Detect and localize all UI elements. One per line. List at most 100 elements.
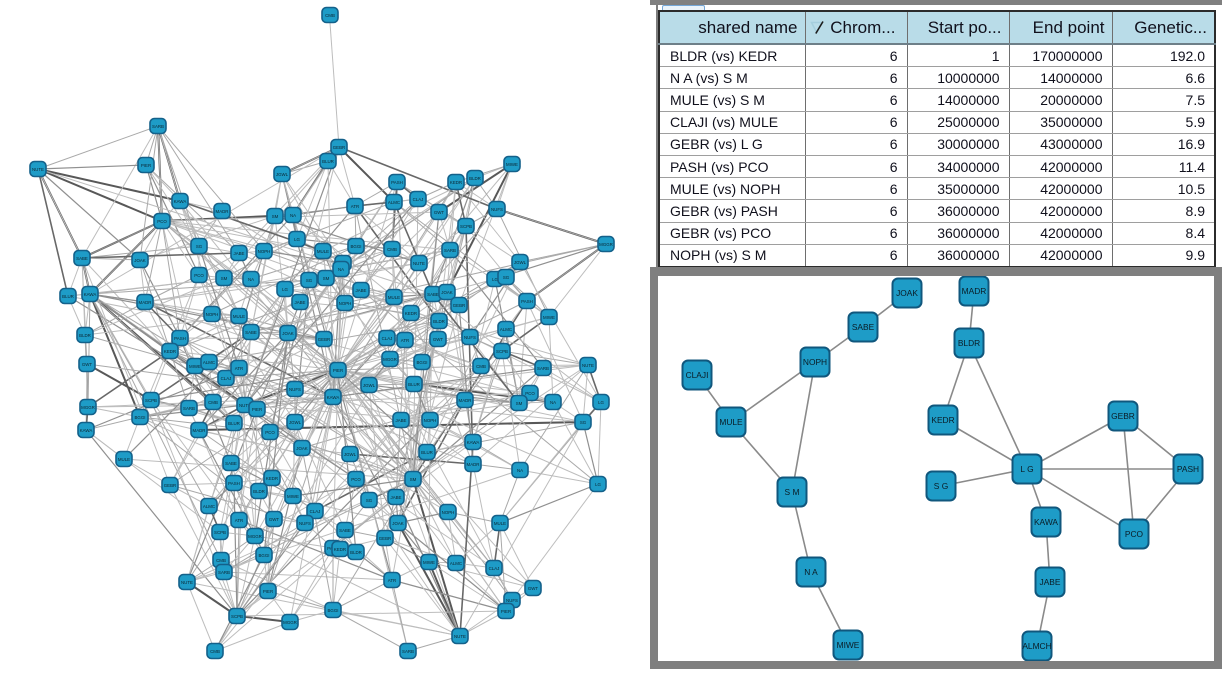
svg-text:GEBR: GEBR	[453, 303, 465, 308]
svg-text:SCPB: SCPB	[145, 398, 157, 403]
svg-text:NUFS: NUFS	[289, 387, 301, 392]
svg-text:ATR: ATR	[401, 338, 409, 343]
svg-text:GWT: GWT	[269, 517, 280, 522]
svg-text:SCPB: SCPB	[460, 224, 472, 229]
svg-text:ALMC: ALMC	[500, 327, 512, 332]
svg-text:JABE: JABE	[295, 300, 306, 305]
svg-text:BGGI: BGGI	[259, 553, 270, 558]
svg-text:JABE: JABE	[391, 495, 402, 500]
svg-text:JOAK: JOAK	[392, 521, 404, 526]
svg-text:JGWL: JGWL	[289, 420, 302, 425]
svg-text:NA: NA	[248, 277, 254, 282]
svg-text:MIWE: MIWE	[423, 560, 435, 565]
svg-text:NUTE: NUTE	[582, 363, 594, 368]
svg-text:KAWA: KAWA	[84, 292, 97, 297]
svg-text:GWT: GWT	[528, 586, 539, 591]
svg-text:CLAJ: CLAJ	[413, 197, 424, 202]
svg-text:KEDR: KEDR	[164, 349, 176, 354]
svg-text:SABE: SABE	[225, 461, 237, 466]
svg-text:ATR: ATR	[235, 366, 243, 371]
svg-text:MULE: MULE	[233, 314, 245, 319]
svg-text:MIWE: MIWE	[287, 494, 299, 499]
svg-text:NUFS: NUFS	[299, 521, 311, 526]
svg-text:CMB: CMB	[476, 364, 486, 369]
svg-text:ALMC: ALMC	[203, 504, 215, 509]
svg-text:MADR: MADR	[216, 209, 229, 214]
svg-text:SG: SG	[306, 278, 313, 283]
svg-text:N A: N A	[804, 567, 818, 577]
svg-text:BGGI: BGGI	[328, 608, 339, 613]
svg-text:PIER: PIER	[252, 407, 262, 412]
svg-text:SARB: SARB	[402, 649, 414, 654]
svg-text:NUTE: NUTE	[413, 261, 425, 266]
svg-text:KEDR: KEDR	[334, 547, 346, 552]
svg-text:PCO: PCO	[265, 430, 275, 435]
svg-text:NOPH: NOPH	[803, 357, 827, 367]
svg-text:MADR: MADR	[467, 462, 480, 467]
svg-text:MIWE: MIWE	[506, 162, 518, 167]
svg-text:BLDR: BLDR	[350, 550, 362, 555]
svg-text:BLDR: BLDR	[253, 489, 265, 494]
svg-text:S M: S M	[785, 487, 800, 497]
svg-text:MADR: MADR	[139, 300, 152, 305]
svg-text:ATR: ATR	[388, 578, 396, 583]
svg-text:MULE: MULE	[118, 457, 130, 462]
svg-text:SG: SG	[503, 275, 510, 280]
svg-text:CMB: CMB	[216, 558, 226, 563]
svg-text:PASH: PASH	[174, 336, 186, 341]
svg-text:JOAK: JOAK	[134, 258, 146, 263]
svg-text:SARB: SARB	[218, 570, 230, 575]
svg-text:JOAK: JOAK	[296, 446, 308, 451]
svg-text:JABE: JABE	[1040, 577, 1061, 587]
svg-text:NA: NA	[338, 267, 344, 272]
svg-text:PASH: PASH	[521, 299, 533, 304]
svg-text:BLUR: BLUR	[421, 450, 433, 455]
svg-text:MIWE: MIWE	[837, 640, 860, 650]
svg-text:JABE: JABE	[396, 418, 407, 423]
svg-text:SM: SM	[516, 401, 523, 406]
svg-text:SCPB: SCPB	[231, 614, 243, 619]
svg-text:SM: SM	[221, 276, 228, 281]
svg-text:NUFS: NUFS	[506, 598, 518, 603]
svg-text:SABE: SABE	[76, 256, 88, 261]
svg-text:SG: SG	[196, 244, 203, 249]
svg-text:MULE: MULE	[719, 417, 743, 427]
svg-text:BLUR: BLUR	[322, 159, 334, 164]
svg-text:MGGR: MGGR	[248, 534, 262, 539]
svg-text:BGGI: BGGI	[135, 415, 146, 420]
svg-text:PCO: PCO	[1125, 529, 1144, 539]
svg-text:CLAJI: CLAJI	[686, 370, 709, 380]
svg-text:NOPH: NOPH	[424, 418, 437, 423]
svg-text:PCO: PCO	[525, 391, 535, 396]
svg-text:MGGR: MGGR	[599, 242, 613, 247]
svg-text:ALMC: ALMC	[388, 200, 400, 205]
svg-text:SABE: SABE	[339, 528, 351, 533]
svg-text:LG: LG	[282, 287, 288, 292]
svg-text:MADR: MADR	[459, 398, 472, 403]
svg-text:CLAJ: CLAJ	[310, 509, 321, 514]
svg-text:SCPB: SCPB	[496, 349, 508, 354]
svg-text:NOPH: NOPH	[442, 510, 455, 515]
svg-text:CMB: CMB	[210, 649, 220, 654]
svg-text:GEBR: GEBR	[333, 145, 345, 150]
svg-text:JOAK: JOAK	[282, 331, 294, 336]
svg-text:PCO: PCO	[351, 477, 361, 482]
svg-text:SARB: SARB	[444, 248, 456, 253]
svg-text:BLUR: BLUR	[408, 382, 420, 387]
svg-text:BLUR: BLUR	[62, 294, 74, 299]
svg-text:KEDR: KEDR	[266, 476, 278, 481]
svg-text:KEDR: KEDR	[931, 415, 954, 425]
svg-text:MADR: MADR	[962, 286, 987, 296]
svg-text:BGGI: BGGI	[417, 360, 428, 365]
svg-text:CLAJ: CLAJ	[382, 336, 393, 341]
svg-text:NOPH: NOPH	[339, 301, 352, 306]
svg-text:SARB: SARB	[183, 406, 195, 411]
svg-text:NOPH: NOPH	[258, 249, 271, 254]
svg-text:NUTE: NUTE	[181, 580, 193, 585]
svg-text:S G: S G	[934, 481, 948, 491]
svg-text:GEBR: GEBR	[1111, 411, 1135, 421]
svg-text:MIWE: MIWE	[189, 364, 201, 369]
svg-text:BLUR: BLUR	[228, 421, 240, 426]
svg-text:ALMCH: ALMCH	[1022, 641, 1051, 651]
svg-text:KAWA: KAWA	[467, 440, 480, 445]
